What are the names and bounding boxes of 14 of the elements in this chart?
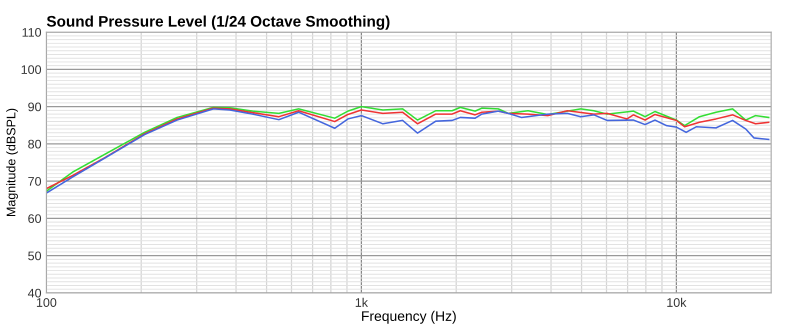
- y-tick-label: 100: [22, 65, 42, 74]
- x-tick-label: 1k: [356, 298, 368, 307]
- y-axis-title: Magnitude (dBSPL): [6, 108, 18, 216]
- y-tick-label: 80: [28, 140, 42, 149]
- y-tick-label: 110: [22, 28, 42, 37]
- y-tick-label: 90: [28, 102, 42, 112]
- y-tick-label: 40: [28, 288, 42, 298]
- x-tick-label: 10k: [667, 298, 686, 307]
- x-tick-label: 100: [36, 298, 56, 307]
- y-tick-label: 50: [28, 251, 42, 260]
- y-tick-label: 60: [28, 214, 42, 224]
- chart-title: Sound Pressure Level (1/24 Octave Smoothing): [46, 16, 390, 30]
- y-tick-label: 70: [28, 176, 42, 186]
- x-axis-title: Frequency (Hz): [362, 310, 456, 324]
